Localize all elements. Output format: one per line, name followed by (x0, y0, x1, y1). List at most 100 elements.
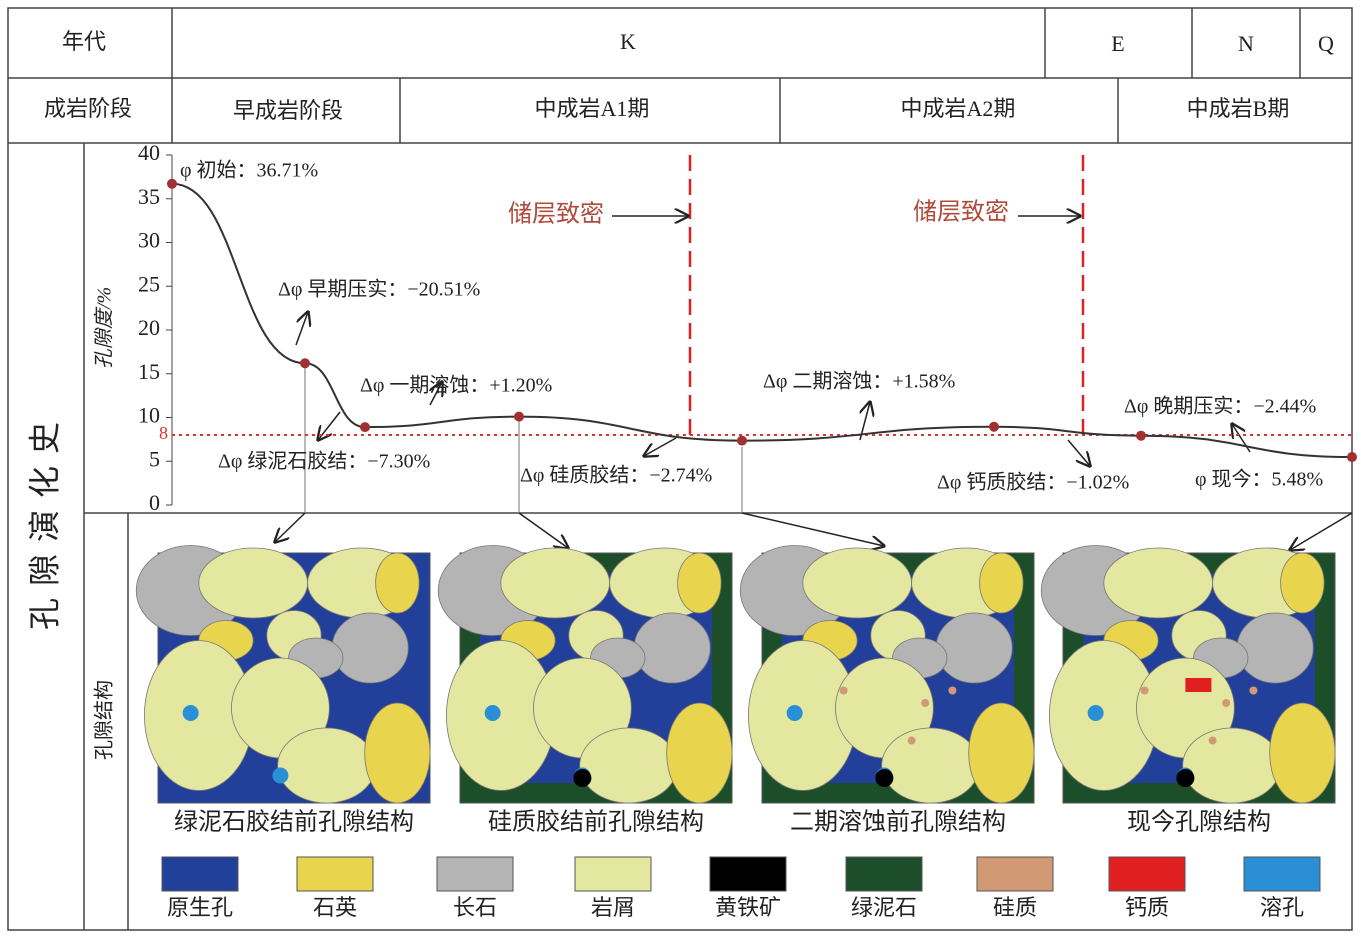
legend-swatch (574, 856, 652, 892)
y-axis-label: 孔隙度/% (94, 287, 116, 369)
annotation: φ 初始：36.71% (180, 159, 318, 182)
legend-label: 岩屑 (591, 895, 635, 920)
legend-label: 绿泥石 (851, 895, 917, 920)
grain (802, 547, 912, 619)
pyrite (1176, 769, 1195, 787)
annotation: Δφ 一期溶蚀：+1.20% (360, 374, 552, 397)
grain (968, 702, 1035, 804)
grain (1269, 702, 1336, 804)
annotation: Δφ 晚期压实：−2.44% (1124, 395, 1316, 418)
silica (839, 686, 848, 695)
panel-caption: 绿泥石胶结前孔隙结构 (174, 809, 414, 836)
y-tick-label: 0 (149, 490, 160, 515)
silica (1140, 686, 1149, 695)
legend-label: 长石 (453, 895, 497, 920)
legend-label: 硅质 (993, 895, 1037, 920)
panel-arrows (275, 512, 1353, 550)
side-title: 孔隙演化史 (26, 410, 62, 630)
header-cell: 中成岩B期 (1187, 96, 1290, 121)
panel-caption: 现今孔隙结构 (1127, 809, 1271, 836)
grain (375, 552, 420, 614)
dissolution-pore (272, 767, 289, 784)
grain (277, 727, 377, 804)
pyrite (573, 769, 592, 787)
header-cell: 中成岩A1期 (535, 96, 650, 121)
y-tick-label: 30 (138, 228, 160, 253)
silica (921, 699, 930, 707)
annotation: Δφ 硅质胶结：−2.74% (520, 464, 712, 487)
annotation: Δφ 早期压实：−20.51% (278, 278, 480, 301)
dissolution-pore (786, 705, 803, 721)
y-tick-label: 10 (138, 403, 160, 428)
tight-label: 储层致密 (508, 201, 604, 228)
annotation: Δφ 钙质胶结：−1.02% (937, 471, 1129, 494)
grain (677, 552, 722, 614)
legend-swatch (296, 856, 374, 892)
grain (1103, 547, 1213, 619)
panel (135, 545, 431, 804)
legend-swatch (709, 856, 787, 892)
point (360, 422, 370, 433)
y-tick-label: 20 (138, 315, 160, 340)
dissolution-pore (182, 705, 199, 721)
dissolution-pore (484, 705, 501, 721)
silica (1222, 699, 1231, 707)
calcite (1185, 678, 1212, 692)
y-tick-label: 40 (138, 140, 160, 165)
pyrite (875, 769, 894, 787)
silica (1249, 686, 1258, 695)
panel (437, 545, 733, 804)
header-cell: 中成岩A2期 (901, 96, 1016, 121)
header-cell: N (1238, 31, 1254, 56)
legend-swatch (845, 856, 923, 892)
legend-swatch (161, 856, 239, 892)
grain (579, 727, 678, 804)
header-label: 成岩阶段 (44, 96, 132, 121)
legend-swatch (1108, 856, 1186, 892)
grain (935, 612, 1013, 684)
connectors (304, 363, 743, 513)
grain (881, 727, 980, 804)
silica (948, 686, 957, 695)
grain (979, 552, 1024, 614)
legend-swatch (1243, 856, 1321, 892)
point (989, 421, 999, 432)
header-cell: E (1111, 31, 1124, 56)
annotation: Δφ 二期溶蚀：+1.58% (763, 370, 955, 393)
panel-caption: 硅质胶结前孔隙结构 (488, 809, 704, 836)
y-tick-label: 25 (138, 271, 160, 296)
frame (7, 7, 1353, 931)
structure-title: 孔隙结构 (93, 680, 116, 760)
legend-swatch (976, 856, 1054, 892)
point (514, 411, 524, 422)
point (300, 358, 310, 369)
legend-label: 原生孔 (167, 895, 233, 920)
grain (500, 547, 611, 619)
tight-label: 储层致密 (913, 199, 1009, 226)
legend-label: 溶孔 (1260, 895, 1304, 920)
grain (1280, 552, 1325, 614)
grain (633, 612, 711, 684)
grain (364, 702, 431, 804)
grain (1236, 612, 1314, 684)
legend-label: 黄铁矿 (715, 895, 781, 920)
panel (739, 545, 1035, 804)
header-cell: Q (1318, 31, 1334, 56)
point (1136, 430, 1146, 441)
grain (666, 702, 733, 804)
legend-swatch (436, 856, 514, 892)
silica (1208, 736, 1217, 745)
point (1347, 452, 1357, 463)
point (737, 435, 747, 446)
panel (1040, 545, 1336, 804)
annotation: φ 现今：5.48% (1195, 468, 1323, 491)
grain (331, 612, 409, 684)
header-label: 年代 (62, 29, 106, 54)
annotation: Δφ 绿泥石胶结：−7.30% (218, 450, 430, 473)
threshold-label: 8 (159, 423, 168, 443)
silica (907, 736, 916, 745)
y-tick-label: 35 (138, 184, 160, 209)
point (167, 178, 177, 189)
panel-caption: 二期溶蚀前孔隙结构 (790, 809, 1006, 836)
